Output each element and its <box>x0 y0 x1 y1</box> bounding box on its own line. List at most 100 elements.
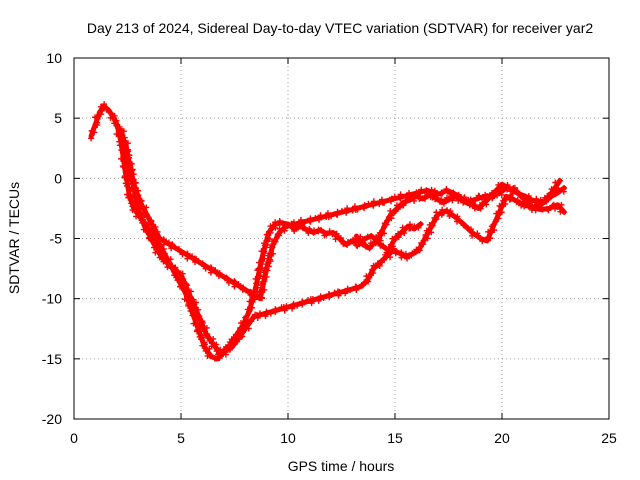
data-point <box>199 260 206 267</box>
data-point <box>269 238 276 245</box>
data-point <box>267 258 274 265</box>
data-point <box>167 256 174 263</box>
data-point <box>152 223 159 230</box>
data-point <box>119 163 126 170</box>
data-point <box>184 255 191 262</box>
data-point <box>488 223 495 230</box>
data-point <box>216 270 223 277</box>
data-point <box>244 306 251 313</box>
series-line-upper-branch <box>118 127 563 302</box>
data-point <box>270 250 277 257</box>
data-point <box>439 190 446 197</box>
data-point <box>392 250 399 257</box>
data-point <box>316 216 323 223</box>
data-point <box>424 235 431 242</box>
data-point <box>244 320 251 327</box>
data-point <box>256 272 263 279</box>
data-point <box>222 343 229 350</box>
data-point <box>131 186 138 193</box>
data-point <box>381 220 388 227</box>
data-point <box>133 191 140 198</box>
data-point <box>347 287 354 294</box>
data-point <box>436 198 443 205</box>
data-point <box>125 194 132 201</box>
data-point <box>393 207 400 214</box>
data-point <box>450 189 457 196</box>
data-point <box>281 307 288 314</box>
data-point <box>240 329 247 336</box>
data-point <box>443 194 450 201</box>
data-point <box>374 260 381 267</box>
data-point <box>143 204 150 211</box>
data-point <box>212 267 219 274</box>
data-point <box>223 274 230 281</box>
data-point <box>200 326 207 333</box>
data-point <box>117 136 124 143</box>
data-point <box>381 230 388 237</box>
data-point <box>176 246 183 253</box>
data-point <box>544 196 551 203</box>
data-point <box>111 112 118 119</box>
data-point <box>544 205 551 212</box>
data-point <box>387 207 394 214</box>
data-point <box>398 200 405 207</box>
data-point <box>416 195 423 202</box>
ticks-layer: 0 5 10 15 20 25 -20 -15 -10 -5 0 5 10 <box>42 50 617 446</box>
data-point <box>140 226 147 233</box>
data-point <box>415 224 422 231</box>
data-point <box>224 275 231 282</box>
data-point <box>146 220 153 227</box>
data-point <box>331 289 338 296</box>
data-point <box>185 301 192 308</box>
data-point <box>418 186 425 193</box>
data-point <box>404 255 411 262</box>
data-point <box>291 228 298 235</box>
data-point <box>417 221 424 228</box>
data-point <box>193 256 200 263</box>
data-point <box>324 210 331 217</box>
data-point <box>366 274 373 281</box>
data-point <box>561 184 568 191</box>
data-point <box>454 213 461 220</box>
data-point <box>402 250 409 257</box>
data-point <box>476 204 483 211</box>
data-point <box>381 199 388 206</box>
data-point <box>318 226 325 233</box>
data-point <box>215 351 222 358</box>
data-point <box>361 205 368 212</box>
data-point <box>387 241 394 248</box>
data-point <box>500 197 507 204</box>
data-point <box>343 288 350 295</box>
data-point <box>414 191 421 198</box>
data-point <box>301 219 308 226</box>
data-point <box>407 193 414 200</box>
data-point <box>332 236 339 243</box>
data-point <box>370 198 377 205</box>
data-point <box>387 198 394 205</box>
data-point <box>498 203 505 210</box>
data-point <box>409 250 416 257</box>
data-point <box>247 288 254 295</box>
data-point <box>258 295 265 302</box>
data-point <box>96 109 103 116</box>
data-point <box>140 205 147 212</box>
data-point <box>261 286 268 293</box>
data-point <box>160 241 167 248</box>
data-point <box>126 174 133 181</box>
data-point <box>184 282 191 289</box>
data-point <box>558 201 565 208</box>
data-point <box>153 230 160 237</box>
data-point <box>156 247 163 254</box>
data-point <box>326 291 333 298</box>
data-point <box>366 245 373 252</box>
data-point <box>183 280 190 287</box>
data-point <box>333 231 340 238</box>
data-point <box>413 246 420 253</box>
data-point <box>231 278 238 285</box>
data-point <box>148 217 155 224</box>
data-point <box>141 221 148 228</box>
data-point <box>340 240 347 247</box>
data-point <box>344 205 351 212</box>
data-point <box>440 200 447 207</box>
data-point <box>249 304 256 311</box>
